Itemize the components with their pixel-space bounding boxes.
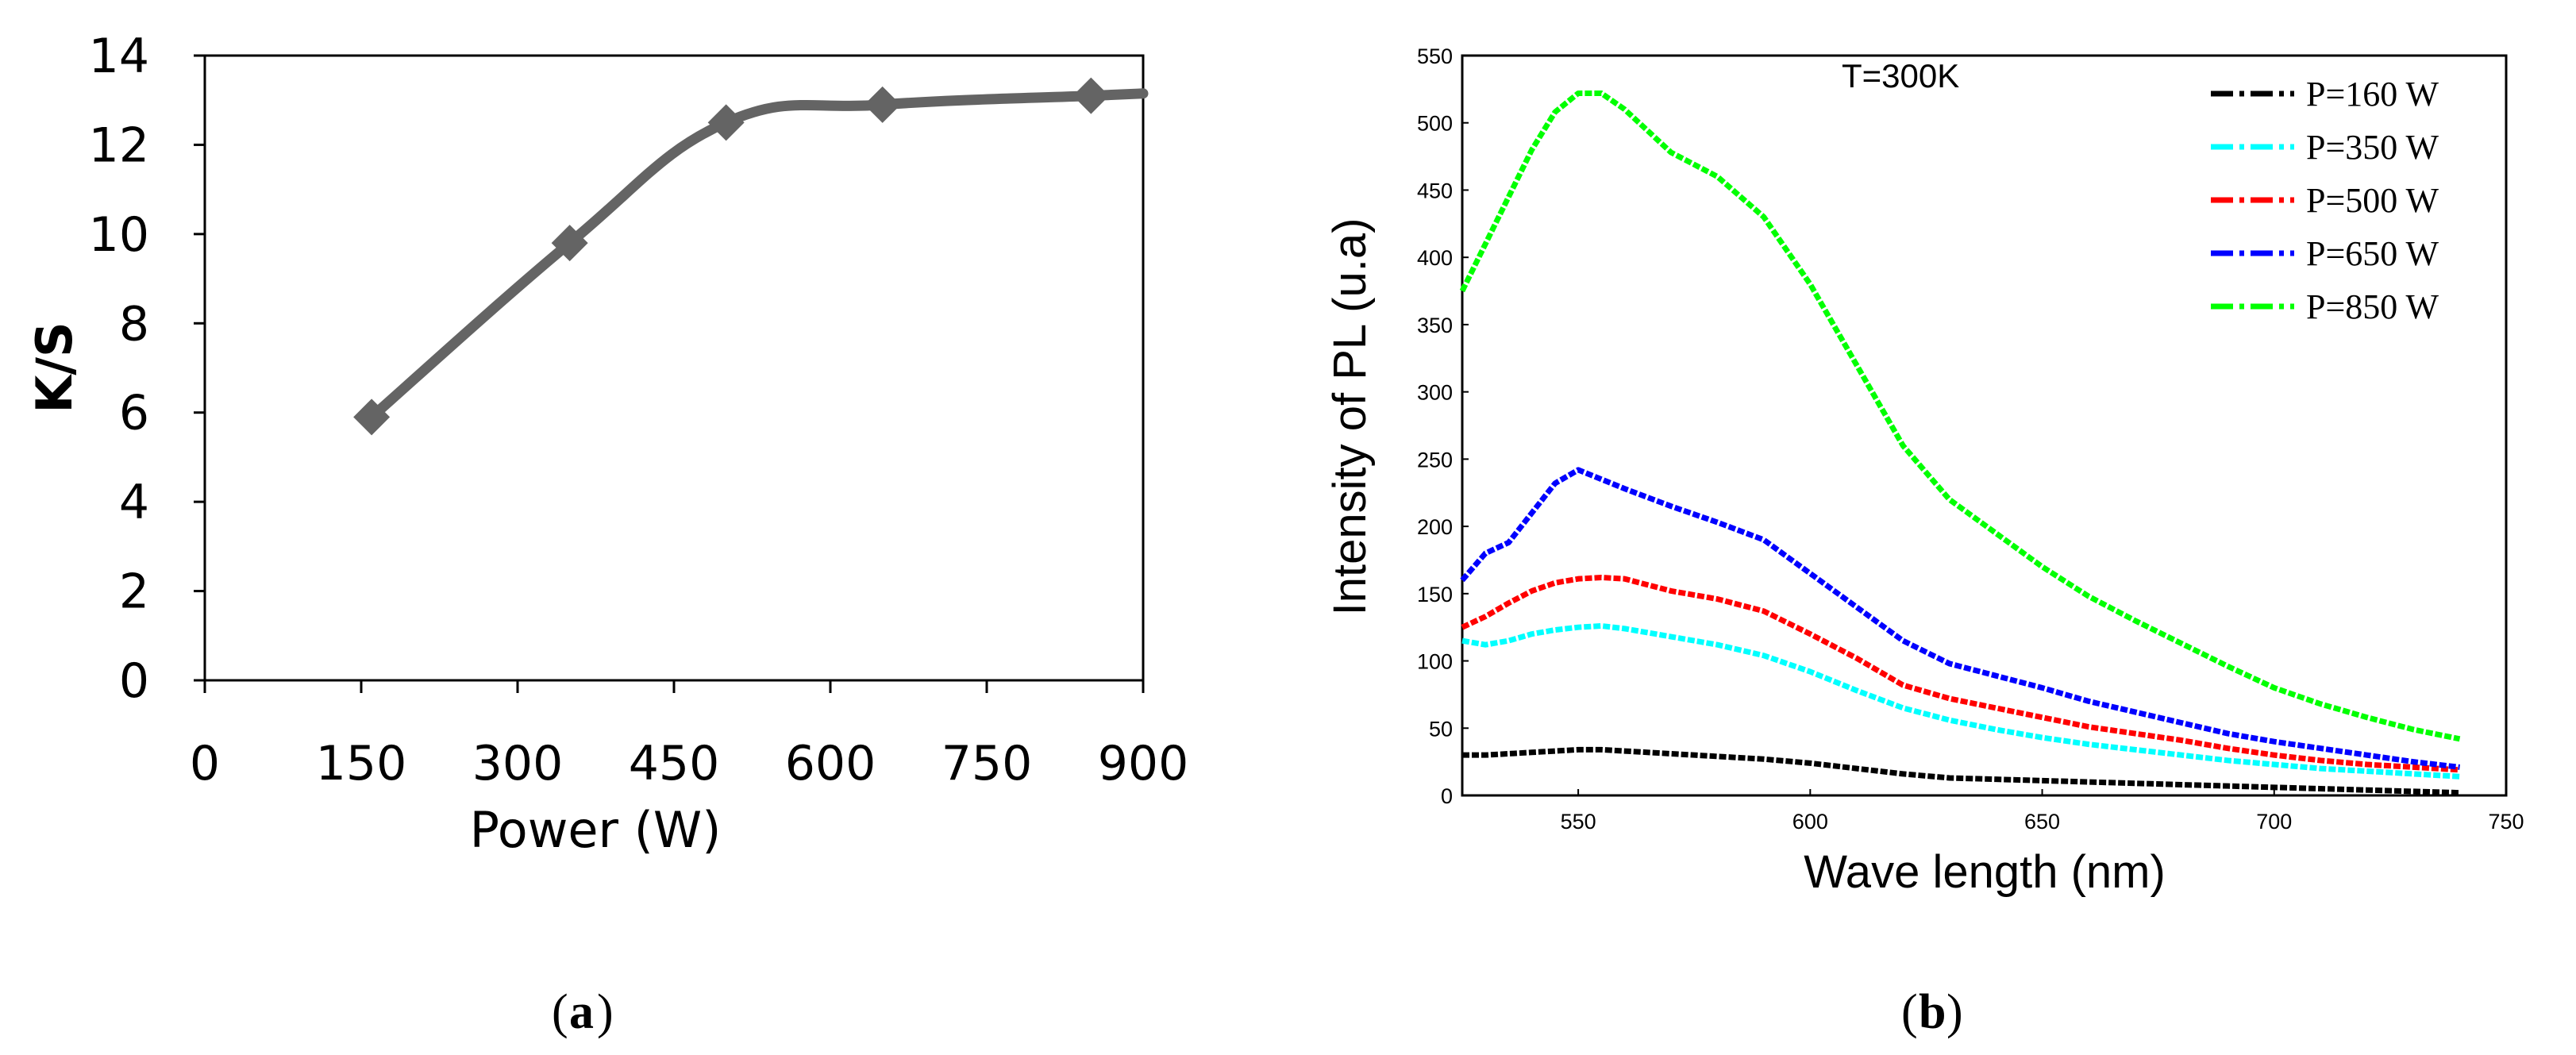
panel-b-plot-area (1461, 54, 2508, 797)
panel-b-chart: 0 50 100 150 200 250 300 350 400 450 500 550 550 600… (1324, 44, 2524, 898)
panel-b-y-tick-label: 250 (1417, 448, 1453, 472)
panel-b-x-tick-label: 650 (2024, 810, 2060, 834)
panel-a-data-point (551, 225, 588, 262)
panel-a-x-tick-label: 600 (785, 736, 876, 791)
legend-label: P=350 W (2306, 128, 2439, 167)
panel-a-y-axis-label: K/S (25, 322, 83, 413)
panel-b-y-tick-label: 100 (1417, 650, 1453, 674)
panel-b-y-tick-label: 450 (1417, 179, 1453, 202)
panel-b-x-tick-label: 600 (1792, 810, 1828, 834)
panel-a-x-tick-label: 150 (316, 736, 407, 791)
legend-label: P=500 W (2306, 181, 2439, 220)
legend-entry: P=350 W (2211, 128, 2439, 167)
panel-a-open-paren: ( (552, 985, 568, 1039)
panel-a-data-point (864, 86, 901, 123)
panel-b-y-tick-label: 50 (1429, 717, 1453, 741)
panel-b-x-tick-label: 700 (2256, 810, 2292, 834)
legend-entry: P=850 W (2211, 287, 2439, 326)
panel-b-series-p-850-w (1459, 90, 2461, 742)
panel-b-x-tick-label: 750 (2488, 810, 2524, 834)
legend-label: P=650 W (2306, 234, 2439, 273)
panel-b-y-axis-label: Intensity of PL (u.a) (1324, 218, 1376, 616)
panel-b-y-tick-label: 350 (1417, 314, 1453, 337)
panel-b-y-tick-label: 400 (1417, 246, 1453, 270)
panel-a-y-tick-label: 10 (89, 207, 149, 263)
panel-b-x-axis-label: Wave length (nm) (1804, 846, 2166, 898)
panel-a-y-tick-label: 6 (119, 386, 149, 441)
panel-b-y-tick-label: 300 (1417, 381, 1453, 405)
panel-b-y-tick-label: 0 (1441, 784, 1453, 808)
panel-b-close-paren: ) (1946, 985, 1963, 1039)
panel-a-y-tick-label: 12 (89, 117, 149, 173)
panel-b-temperature-annotation: T=300K (1842, 57, 1959, 94)
legend-entry: P=650 W (2211, 234, 2439, 273)
panel-b-y-tick-label: 550 (1417, 44, 1453, 68)
panel-a-x-tick-label: 450 (629, 736, 720, 791)
panel-a-data-point (353, 399, 391, 436)
legend-entry: P=500 W (2211, 181, 2439, 220)
legend-entry: P=160 W (2211, 75, 2439, 114)
panel-a-y-tick-label: 2 (119, 564, 149, 620)
panel-b-series-p-350-w (1461, 622, 2460, 780)
panel-a-x-tick-label: 300 (472, 736, 564, 791)
panel-b-y-tick-label: 150 (1417, 583, 1453, 606)
panel-a-y-tick-label: 4 (119, 475, 149, 530)
panel-b-letter: b (1919, 985, 1946, 1039)
legend-label: P=850 W (2306, 287, 2439, 326)
panel-b-legend: P=160 W P=350 W P=500 W P=650 W P=850 W (2211, 75, 2439, 326)
panel-a-x-tick-label: 0 (190, 736, 220, 791)
panel-a-data-point (1072, 77, 1110, 114)
panel-a-x-tick-label: 750 (941, 736, 1033, 791)
panel-a-data-point (707, 104, 745, 141)
panel-a-y-tick-label: 0 (119, 653, 149, 709)
panel-b-y-tick-label: 500 (1417, 112, 1453, 136)
panel-b-open-paren: ( (1901, 985, 1918, 1039)
panel-b-series-p-160-w (1462, 746, 2460, 796)
panel-a-x-axis-label: Power (W) (470, 801, 722, 859)
panel-b-y-tick-label: 200 (1417, 515, 1453, 539)
panel-b-x-tick-label: 550 (1561, 810, 1596, 834)
panel-b-series-p-500-w (1461, 574, 2460, 773)
panel-a-chart: 0 2 4 6 8 10 12 14 0 150 300 450 600 750 900 Power (W… (25, 29, 1188, 859)
panel-a-caption: ( a ) (552, 985, 614, 1039)
panel-b-caption: ( b ) (1901, 985, 1963, 1039)
panel-b-series-p-650-w (1460, 467, 2460, 770)
legend-label: P=160 W (2306, 75, 2439, 114)
panel-a-series-line (366, 88, 1149, 422)
panel-a-close-paren: ) (597, 985, 614, 1039)
panel-a-x-tick-label: 900 (1098, 736, 1189, 791)
panel-a-y-tick-label: 8 (119, 296, 149, 352)
panel-a-letter: a (569, 985, 594, 1039)
panel-a-y-tick-label: 14 (89, 29, 149, 84)
